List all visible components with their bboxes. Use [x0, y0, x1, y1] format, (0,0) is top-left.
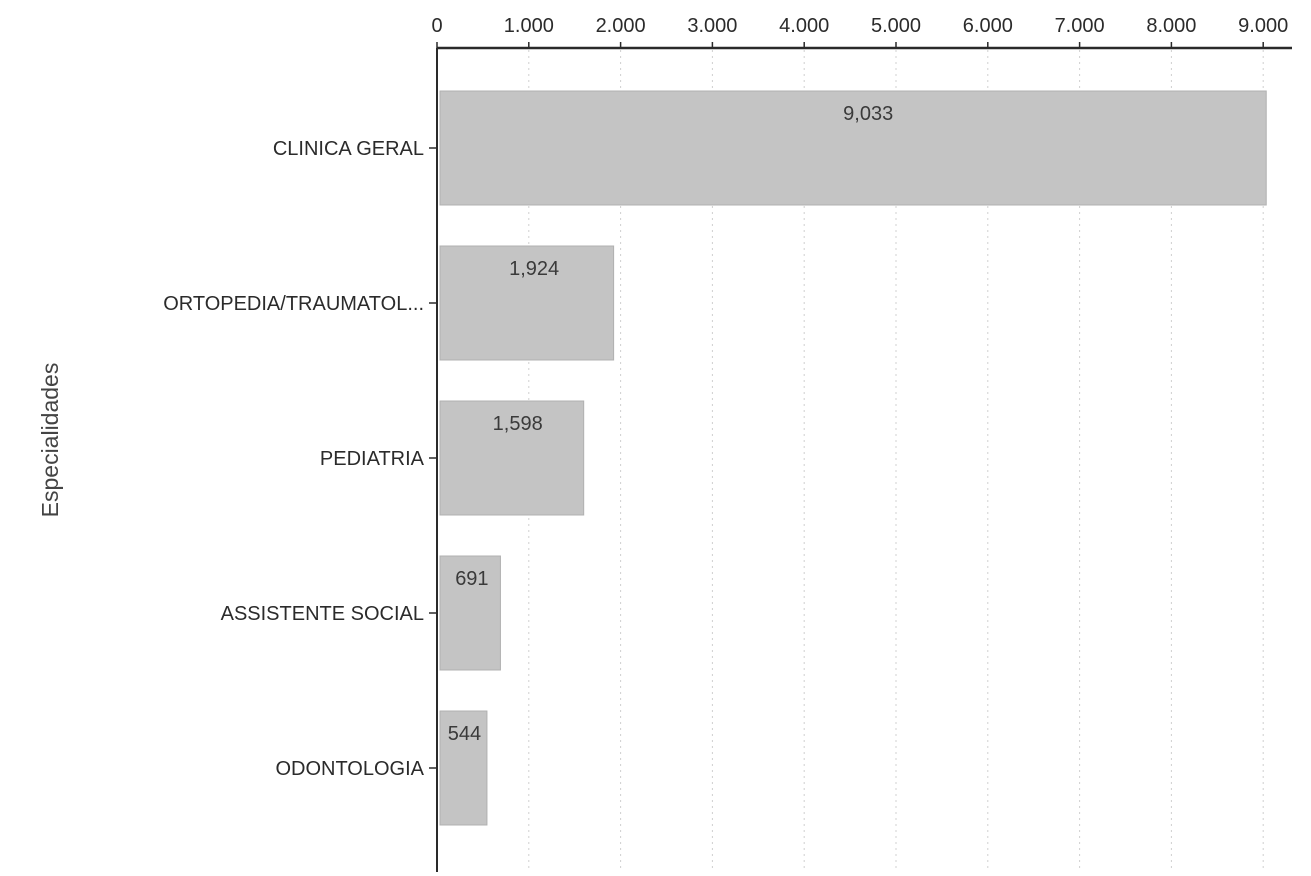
bar-4 — [439, 710, 488, 826]
bars — [439, 90, 1267, 826]
category-label-3: ASSISTENTE SOCIAL — [221, 603, 424, 625]
data-label-1: 1,924 — [509, 258, 559, 280]
x-tick-labels: 0 1.000 2.000 3.000 4.000 5.000 6.000 7.000 8.00… — [431, 15, 1288, 37]
data-labels: 9,033 1,924 1,598 691 544 — [448, 103, 893, 745]
data-label-0: 9,033 — [843, 103, 893, 125]
x-tick-label-3: 3.000 — [687, 15, 737, 37]
y-axis-title: Especialidades — [37, 363, 63, 518]
bar-1 — [439, 245, 615, 361]
category-label-0: CLINICA GERAL — [273, 138, 424, 160]
axes — [429, 42, 1292, 872]
bar-2 — [439, 400, 585, 516]
grid-lines — [528, 50, 1264, 872]
x-tick-label-2: 2.000 — [596, 15, 646, 37]
data-label-3: 691 — [455, 568, 488, 590]
x-tick-label-0: 0 — [431, 15, 442, 37]
x-tick-label-4: 4.000 — [779, 15, 829, 37]
category-label-4: ODONTOLOGIA — [275, 758, 424, 780]
x-tick-label-7: 7.000 — [1055, 15, 1105, 37]
bar-3 — [439, 555, 501, 671]
bar-0 — [439, 90, 1267, 206]
category-label-1: ORTOPEDIA/TRAUMATOL... — [163, 293, 424, 315]
x-tick-label-1: 1.000 — [504, 15, 554, 37]
x-tick-label-6: 6.000 — [963, 15, 1013, 37]
category-label-2: PEDIATRIA — [320, 448, 425, 470]
category-labels: CLINICA GERAL ORTOPEDIA/TRAUMATOL... PEDIA… — [163, 138, 424, 780]
data-label-4: 544 — [448, 723, 481, 745]
x-tick-label-9: 9.000 — [1238, 15, 1288, 37]
x-tick-label-8: 8.000 — [1146, 15, 1196, 37]
x-tick-label-5: 5.000 — [871, 15, 921, 37]
data-label-2: 1,598 — [493, 413, 543, 435]
